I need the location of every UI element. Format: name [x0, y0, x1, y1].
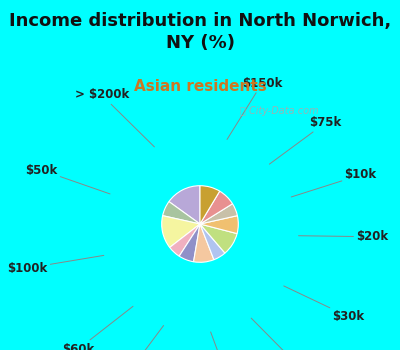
- Wedge shape: [163, 202, 200, 224]
- Text: Income distribution in North Norwich,
NY (%): Income distribution in North Norwich, NY…: [9, 12, 391, 52]
- Text: $60k: $60k: [62, 306, 133, 350]
- Text: $40k: $40k: [211, 332, 248, 350]
- Text: ⓘ City-Data.com: ⓘ City-Data.com: [240, 106, 318, 116]
- Wedge shape: [200, 186, 220, 224]
- Text: > $200k: > $200k: [74, 89, 154, 147]
- Text: $200k: $200k: [103, 326, 164, 350]
- Wedge shape: [200, 191, 232, 224]
- Wedge shape: [200, 224, 225, 260]
- Wedge shape: [170, 224, 200, 256]
- Wedge shape: [200, 216, 238, 233]
- Wedge shape: [194, 224, 214, 262]
- Wedge shape: [179, 224, 200, 262]
- Wedge shape: [162, 216, 200, 247]
- Text: $125k: $125k: [251, 318, 321, 350]
- Wedge shape: [169, 186, 200, 224]
- Text: Asian residents: Asian residents: [134, 79, 266, 94]
- Text: $30k: $30k: [284, 286, 365, 323]
- Text: $20k: $20k: [298, 230, 388, 243]
- Text: $150k: $150k: [227, 77, 282, 139]
- Text: $10k: $10k: [291, 168, 377, 197]
- Wedge shape: [200, 204, 237, 224]
- Text: $75k: $75k: [269, 116, 342, 164]
- Wedge shape: [200, 224, 237, 253]
- Text: $100k: $100k: [7, 256, 104, 275]
- Text: $50k: $50k: [25, 163, 110, 194]
